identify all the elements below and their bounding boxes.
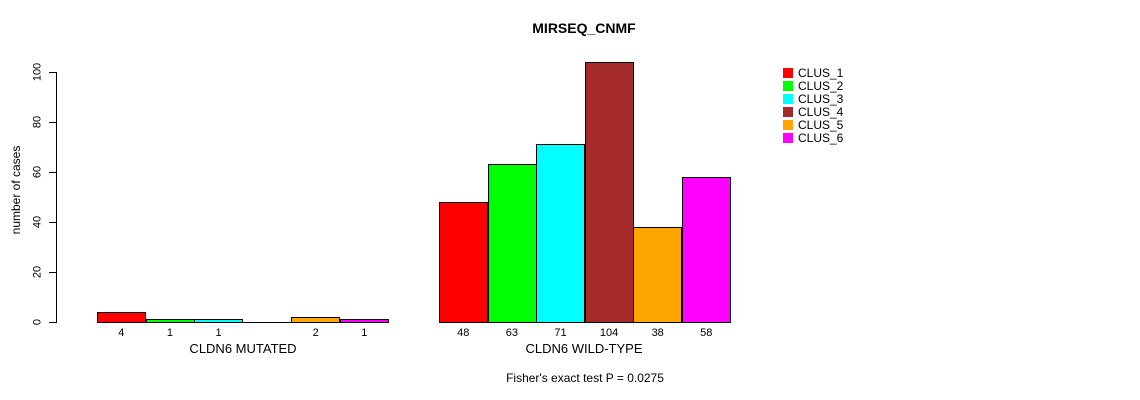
y-tick-mark (49, 122, 56, 123)
y-tick-label: 80 (31, 115, 44, 129)
y-tick-mark (49, 172, 56, 173)
legend-item-clus_3: CLUS_3 (783, 92, 843, 105)
x-axis-label-mutated: CLDN6 MUTATED (189, 341, 297, 356)
legend-label: CLUS_2 (798, 78, 844, 93)
bar-clus_1-group1 (439, 202, 488, 323)
legend-swatch-icon (783, 106, 793, 117)
annotation-text: Fisher's exact test P = 0.0275 (506, 371, 664, 385)
legend-label: CLUS_4 (798, 104, 844, 119)
y-tick-label: 40 (31, 215, 44, 229)
bar-clus_5-group0 (291, 317, 340, 323)
bar-clus_1-group0 (97, 312, 146, 323)
bar-clus_4-group0-zero (243, 322, 292, 323)
legend-label: CLUS_3 (798, 91, 844, 106)
x-axis-label-wildtype: CLDN6 WILD-TYPE (525, 341, 643, 356)
legend-swatch-icon (783, 119, 793, 130)
bar-clus_2-group0 (146, 319, 195, 323)
y-tick-label: 60 (31, 165, 44, 179)
legend-item-clus_4: CLUS_4 (783, 105, 843, 118)
legend-swatch-icon (783, 93, 793, 104)
bar-value-label: 104 (599, 327, 619, 339)
bar-clus_6-group0 (340, 319, 389, 323)
legend-item-clus_6: CLUS_6 (783, 131, 843, 144)
y-tick-mark (49, 322, 56, 323)
y-tick-label: 0 (31, 318, 44, 326)
chart-title: MIRSEQ_CNMF (532, 20, 636, 36)
bar-value-label: 48 (457, 327, 470, 339)
y-tick-mark (49, 222, 56, 223)
bar-value-label: 4 (118, 327, 125, 339)
legend-item-clus_5: CLUS_5 (783, 118, 843, 131)
bar-clus_3-group1 (536, 144, 585, 323)
legend: CLUS_1 CLUS_2 CLUS_3 CLUS_4 CLUS_5 CLUS_6 (783, 66, 843, 144)
bar-value-label: 1 (215, 327, 222, 339)
legend-swatch-icon (783, 132, 793, 143)
bar-value-label: 58 (700, 327, 713, 339)
bar-value-label: 63 (505, 327, 519, 339)
bar-value-label: 1 (166, 327, 173, 339)
bar-value-label: 1 (361, 327, 368, 339)
bar-value-label: 38 (651, 327, 664, 339)
legend-item-clus_1: CLUS_1 (783, 66, 843, 79)
legend-item-clus_2: CLUS_2 (783, 79, 843, 92)
bar-clus_5-group1 (633, 227, 682, 323)
legend-label: CLUS_6 (798, 130, 844, 145)
bar-clus_2-group1 (488, 164, 537, 323)
y-tick-mark (49, 272, 56, 273)
legend-swatch-icon (783, 80, 793, 91)
y-tick-label: 20 (31, 265, 44, 279)
bar-clus_4-group1 (585, 62, 634, 323)
legend-label: CLUS_1 (798, 65, 844, 80)
bar-clus_6-group1 (682, 177, 731, 323)
y-axis-line (56, 72, 57, 323)
y-axis-title: number of cases (9, 145, 23, 235)
y-tick-mark (49, 72, 56, 73)
bar-value-label: 71 (554, 327, 567, 339)
bar-clus_3-group0 (194, 319, 243, 323)
bar-value-label: 2 (312, 327, 319, 339)
legend-swatch-icon (783, 67, 793, 78)
y-tick-label: 100 (31, 62, 44, 82)
legend-label: CLUS_5 (798, 117, 844, 132)
